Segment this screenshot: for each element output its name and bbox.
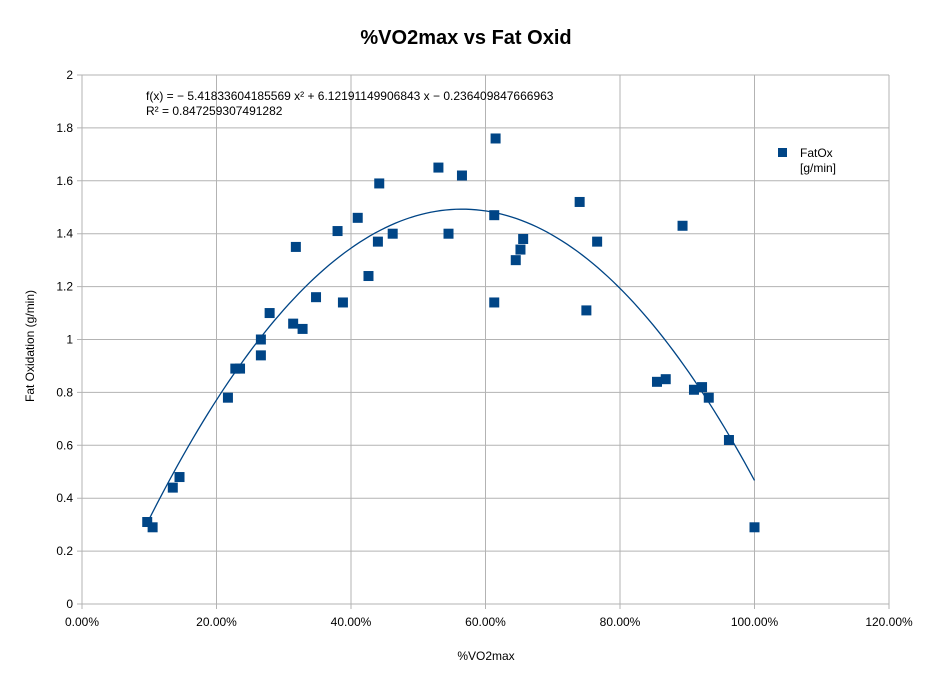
- legend-marker: [778, 148, 787, 157]
- data-point: [660, 374, 671, 385]
- data-point: [574, 196, 585, 207]
- data-point: [142, 517, 153, 528]
- x-tick-label: 60.00%: [465, 615, 506, 629]
- data-point: [581, 305, 592, 316]
- x-tick-label: 40.00%: [331, 615, 372, 629]
- data-point: [363, 271, 374, 282]
- x-tick-label: 0.00%: [65, 615, 99, 629]
- data-point: [288, 318, 299, 329]
- y-tick-label: 0: [66, 597, 73, 611]
- data-point: [489, 297, 500, 308]
- data-point: [489, 210, 500, 221]
- y-tick-label: 1.4: [56, 227, 73, 241]
- x-tick-label: 80.00%: [600, 615, 641, 629]
- y-tick-label: 1.8: [56, 121, 73, 135]
- data-point: [255, 334, 266, 345]
- data-point: [723, 435, 734, 446]
- data-point: [515, 244, 526, 255]
- y-tick-label: 1: [66, 333, 73, 347]
- data-point: [332, 226, 343, 237]
- legend: FatOx[g/min]: [778, 146, 836, 175]
- data-point: [290, 241, 301, 252]
- trendline: [146, 208, 756, 524]
- y-tick-label: 1.2: [56, 280, 73, 294]
- trendline-r2: R² = 0.847259307491282: [146, 104, 283, 118]
- data-point: [235, 363, 246, 374]
- data-point: [147, 522, 158, 533]
- x-tick-label: 120.00%: [865, 615, 913, 629]
- x-axis-label: %VO2max: [457, 649, 514, 663]
- data-point: [510, 255, 521, 266]
- data-point: [374, 178, 385, 189]
- y-tick-label: 1.6: [56, 174, 73, 188]
- y-tick-label: 0.6: [56, 438, 73, 452]
- y-tick-label: 2: [66, 68, 73, 82]
- data-point: [255, 350, 266, 361]
- data-point: [677, 220, 688, 231]
- data-point: [433, 162, 444, 173]
- y-axis-label: Fat Oxidation (g/min): [23, 290, 37, 402]
- data-point: [311, 292, 322, 303]
- data-point: [651, 376, 662, 387]
- y-tick-label: 0.4: [56, 491, 73, 505]
- data-point: [387, 228, 398, 239]
- data-point: [297, 323, 308, 334]
- y-tick-label: 0.2: [56, 544, 73, 558]
- y-tick-label: 0.8: [56, 385, 73, 399]
- x-tick-labels: 0.00% 20.00% 40.00% 60.00% 80.00% 100.00% 120.…: [65, 615, 913, 629]
- legend-label: FatOx: [800, 146, 833, 160]
- data-point: [456, 170, 467, 181]
- data-point: [222, 392, 233, 403]
- data-point: [592, 236, 603, 247]
- data-point: [337, 297, 348, 308]
- x-tick-label: 100.00%: [731, 615, 779, 629]
- y-tick-labels: 0 0.2 0.4 0.6 0.8 1 1.2 1.4 1.6 1.8 2: [56, 68, 73, 611]
- legend-label: [g/min]: [800, 161, 836, 175]
- data-point: [697, 382, 708, 393]
- data-point: [749, 522, 760, 533]
- grid: [77, 74, 890, 609]
- data-point: [703, 392, 714, 403]
- data-point: [352, 212, 363, 223]
- data-point: [518, 233, 529, 244]
- data-point: [167, 482, 178, 493]
- trendline-equation: f(x) = − 5.41833604185569 x² + 6.1219114…: [146, 89, 554, 103]
- chart-title: %VO2max vs Fat Oxid: [360, 27, 571, 49]
- data-point: [264, 308, 275, 319]
- data-point: [372, 236, 383, 247]
- data-point: [490, 133, 501, 144]
- data-points: [142, 133, 760, 533]
- x-tick-label: 20.00%: [196, 615, 237, 629]
- data-point: [443, 228, 454, 239]
- data-point: [174, 472, 185, 483]
- data-point: [688, 384, 699, 395]
